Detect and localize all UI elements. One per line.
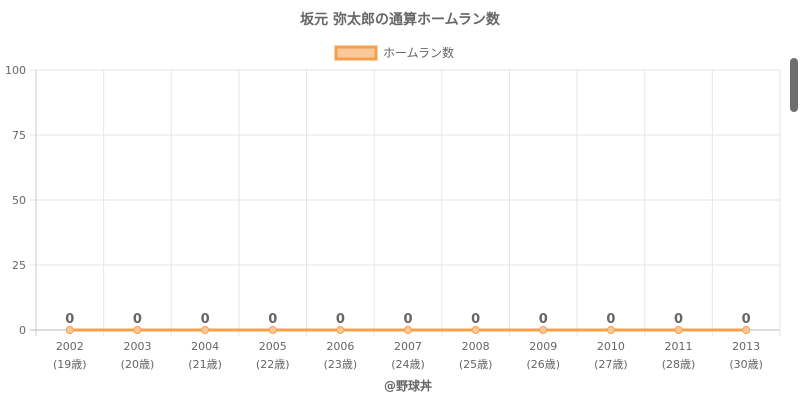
x-tick-label: 2007 xyxy=(394,340,422,353)
data-label: 0 xyxy=(268,312,277,327)
scrollbar-thumb[interactable] xyxy=(790,58,798,112)
x-tick-label: 2013 xyxy=(732,340,760,353)
data-label: 0 xyxy=(65,312,74,327)
x-tick-label: 2004 xyxy=(191,340,219,353)
x-tick-label: 2008 xyxy=(462,340,490,353)
series-homeruns: 0 0 0 0 0 0 0 0 0 0 0 xyxy=(65,312,751,334)
x-tick-sublabel: (27歳) xyxy=(594,358,628,371)
x-tick-label: 2010 xyxy=(597,340,625,353)
data-label: 0 xyxy=(674,312,683,327)
x-tick-label: 2009 xyxy=(529,340,557,353)
y-tick-label: 50 xyxy=(12,194,26,207)
data-point xyxy=(742,326,751,334)
data-label: 0 xyxy=(403,312,412,327)
chart-title: 坂元 弥太郎の通算ホームラン数 xyxy=(300,11,501,28)
legend-swatch xyxy=(334,45,378,61)
data-label: 0 xyxy=(201,312,210,327)
x-tick-sublabel: (20歳) xyxy=(121,358,155,371)
y-tick-label: 0 xyxy=(19,324,26,337)
data-point xyxy=(268,326,277,334)
y-tick-label: 75 xyxy=(12,129,26,142)
x-tick-label: 2006 xyxy=(326,340,354,353)
x-axis: 2002 (19歳) 2003 (20歳) 2004 (21歳) 2005 (22歳) 2006… xyxy=(53,340,763,371)
y-tick-label: 25 xyxy=(12,259,26,272)
x-tick-label: 2003 xyxy=(123,340,151,353)
data-label: 0 xyxy=(471,312,480,327)
x-tick-sublabel: (25歳) xyxy=(459,358,493,371)
data-label: 0 xyxy=(606,312,615,327)
data-point xyxy=(471,326,480,334)
legend-label: ホームラン数 xyxy=(383,45,454,60)
x-tick-sublabel: (28歳) xyxy=(662,358,696,371)
data-point xyxy=(606,326,615,334)
grid xyxy=(30,69,781,336)
x-tick-sublabel: (24歳) xyxy=(391,358,425,371)
data-label: 0 xyxy=(539,312,548,327)
data-point xyxy=(674,326,683,334)
x-tick-label: 2011 xyxy=(665,340,693,353)
x-tick-sublabel: (30歳) xyxy=(729,358,763,371)
credit-label: @野球丼 xyxy=(384,378,432,393)
data-point xyxy=(133,326,142,334)
legend[interactable]: ホームラン数 xyxy=(334,45,454,61)
data-point xyxy=(65,326,74,334)
y-axis: 0 25 50 75 100 xyxy=(5,64,26,337)
y-tick-label: 100 xyxy=(5,64,26,77)
data-label: 0 xyxy=(336,312,345,327)
x-tick-sublabel: (19歳) xyxy=(53,358,87,371)
data-label: 0 xyxy=(742,312,751,327)
x-tick-sublabel: (21歳) xyxy=(188,358,222,371)
x-tick-sublabel: (23歳) xyxy=(324,358,358,371)
x-tick-label: 2002 xyxy=(56,340,84,353)
data-point xyxy=(201,326,210,334)
data-point xyxy=(336,326,345,334)
data-point xyxy=(539,326,548,334)
data-label: 0 xyxy=(133,312,142,327)
x-tick-label: 2005 xyxy=(259,340,287,353)
data-point xyxy=(404,326,412,334)
x-tick-sublabel: (22歳) xyxy=(256,358,290,371)
x-tick-sublabel: (26歳) xyxy=(526,358,560,371)
